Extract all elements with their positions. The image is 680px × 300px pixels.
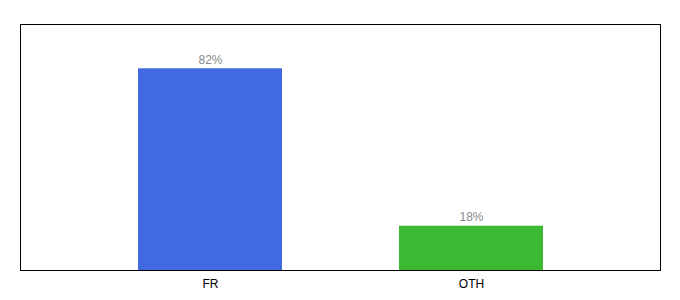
svg-text:18%: 18% <box>459 210 483 224</box>
svg-text:OTH: OTH <box>459 277 484 291</box>
svg-text:82%: 82% <box>198 53 222 67</box>
svg-text:FR: FR <box>203 277 219 291</box>
